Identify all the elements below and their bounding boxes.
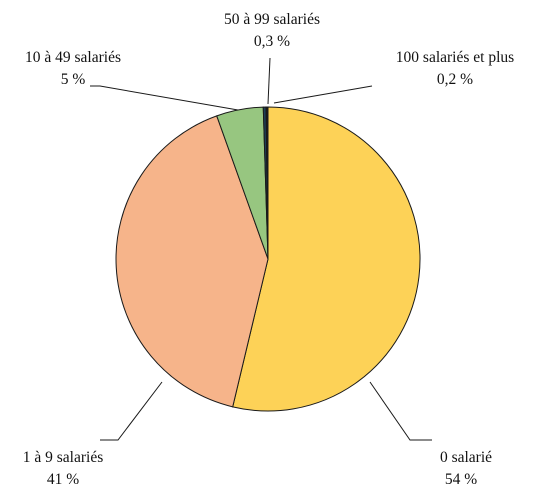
slice-label-10-a-49-salaries: 10 à 49 salariés	[25, 49, 121, 66]
leader-lines	[90, 57, 432, 441]
leader-line-100-salaries	[273, 85, 373, 104]
pie-slice-1	[115, 115, 269, 408]
slice-value-10-a-49-salaries: 5 %	[61, 71, 86, 88]
slice-labels: 0 salarié 54 % 1 à 9 salariés 41 % 10 à …	[23, 11, 514, 488]
slice-label-0-salarie: 0 salarié	[440, 449, 492, 466]
slice-value-50-a-99-salaries: 0,3 %	[254, 33, 290, 50]
leader-line-1-a-9-salaries	[100, 381, 163, 441]
pie-slices	[115, 106, 421, 412]
leader-line-10-a-49-salaries	[90, 85, 239, 111]
leader-line-50-a-99-salaries	[267, 57, 271, 105]
slice-label-100-salaries-et-plus: 100 salariés et plus	[396, 49, 514, 66]
slice-label-50-a-99-salaries: 50 à 99 salariés	[224, 11, 320, 28]
slice-label-1-a-9-salaries: 1 à 9 salariés	[23, 449, 103, 466]
slice-value-100-salaries-et-plus: 0,2 %	[437, 71, 473, 88]
slice-value-0-salarie: 54 %	[445, 471, 477, 488]
pie-slice-0	[232, 106, 421, 412]
slice-value-1-a-9-salaries: 41 %	[47, 471, 79, 488]
leader-line-0-salarie	[369, 381, 432, 441]
pie-slice-4	[265, 106, 269, 260]
